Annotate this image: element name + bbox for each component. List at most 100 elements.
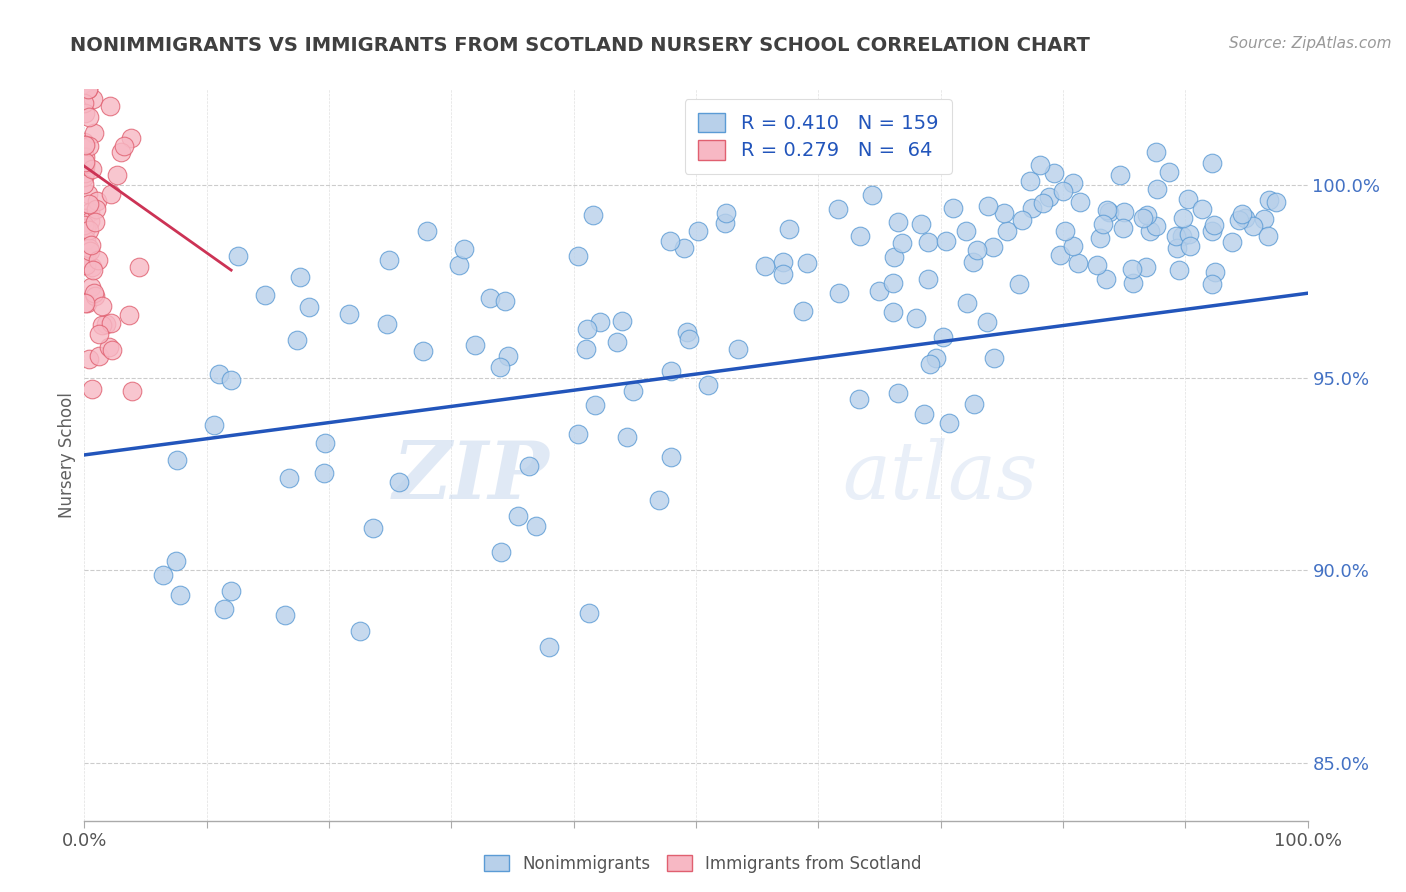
Point — [80, 162, 103, 177]
Point — [114, 139, 136, 153]
Text: atlas: atlas — [842, 438, 1038, 516]
Point — [1171, 228, 1194, 243]
Point — [1011, 213, 1033, 227]
Point — [727, 343, 749, 357]
Point — [574, 342, 596, 356]
Point — [73, 136, 96, 150]
Point — [848, 392, 870, 406]
Point — [166, 453, 188, 467]
Point — [79, 244, 101, 258]
Point — [73, 296, 96, 310]
Point — [1257, 229, 1279, 244]
Point — [105, 168, 128, 182]
Point — [1201, 277, 1223, 291]
Point — [274, 608, 297, 623]
Point — [778, 222, 800, 236]
Point — [288, 270, 311, 285]
Point — [312, 466, 335, 480]
Point — [1166, 241, 1188, 255]
Legend: Nonimmigrants, Immigrants from Scotland: Nonimmigrants, Immigrants from Scotland — [478, 848, 928, 880]
Point — [1095, 203, 1118, 218]
Point — [76, 250, 98, 264]
Point — [120, 131, 142, 145]
Point — [79, 214, 101, 228]
Y-axis label: Nursery School: Nursery School — [58, 392, 76, 518]
Point — [82, 92, 104, 106]
Point — [110, 145, 132, 160]
Point — [77, 139, 100, 153]
Point — [165, 553, 187, 567]
Point — [1171, 211, 1194, 226]
Point — [83, 127, 105, 141]
Point — [491, 545, 513, 559]
Point — [1220, 235, 1243, 249]
Point — [886, 386, 908, 401]
Point — [73, 211, 96, 226]
Point — [860, 187, 883, 202]
Point — [956, 296, 979, 310]
Point — [1069, 194, 1091, 209]
Point — [1139, 224, 1161, 238]
Point — [73, 138, 96, 153]
Point — [416, 224, 439, 238]
Point — [1052, 184, 1074, 198]
Point — [917, 235, 939, 249]
Point — [1062, 176, 1084, 190]
Point — [966, 243, 988, 257]
Point — [488, 359, 510, 374]
Point — [887, 214, 910, 228]
Point — [98, 99, 121, 113]
Point — [849, 229, 872, 244]
Point — [506, 509, 529, 524]
Point — [1144, 219, 1167, 233]
Point — [1112, 221, 1135, 235]
Point — [494, 293, 516, 308]
Point — [375, 317, 398, 331]
Point — [524, 519, 547, 533]
Point — [772, 267, 794, 281]
Point — [219, 584, 242, 599]
Point — [659, 364, 682, 378]
Point — [868, 285, 890, 299]
Text: ZIP: ZIP — [392, 438, 550, 516]
Point — [1132, 211, 1154, 225]
Point — [1230, 206, 1253, 220]
Point — [517, 459, 540, 474]
Point — [925, 351, 948, 365]
Point — [977, 199, 1000, 213]
Point — [1253, 212, 1275, 227]
Point — [73, 178, 96, 192]
Point — [1108, 169, 1130, 183]
Point — [82, 263, 104, 277]
Point — [567, 427, 589, 442]
Point — [827, 202, 849, 216]
Point — [1018, 174, 1040, 188]
Legend: R = 0.410   N = 159, R = 0.279   N =  64: R = 0.410 N = 159, R = 0.279 N = 64 — [685, 99, 952, 174]
Point — [1087, 258, 1109, 272]
Point — [447, 258, 470, 272]
Point — [80, 260, 103, 274]
Point — [1202, 218, 1225, 232]
Point — [993, 206, 1015, 220]
Point — [932, 329, 955, 343]
Point — [496, 349, 519, 363]
Point — [79, 223, 101, 237]
Point — [1049, 248, 1071, 262]
Point — [1159, 165, 1181, 179]
Point — [298, 300, 321, 314]
Point — [754, 259, 776, 273]
Point — [883, 250, 905, 264]
Point — [118, 308, 141, 322]
Point — [648, 492, 671, 507]
Point — [1038, 190, 1060, 204]
Point — [77, 197, 100, 211]
Point — [696, 378, 718, 392]
Point — [1090, 231, 1112, 245]
Point — [1067, 256, 1090, 270]
Point — [100, 316, 122, 330]
Point — [80, 279, 103, 293]
Point — [91, 299, 114, 313]
Point — [583, 398, 606, 412]
Point — [86, 194, 108, 208]
Point — [94, 317, 117, 331]
